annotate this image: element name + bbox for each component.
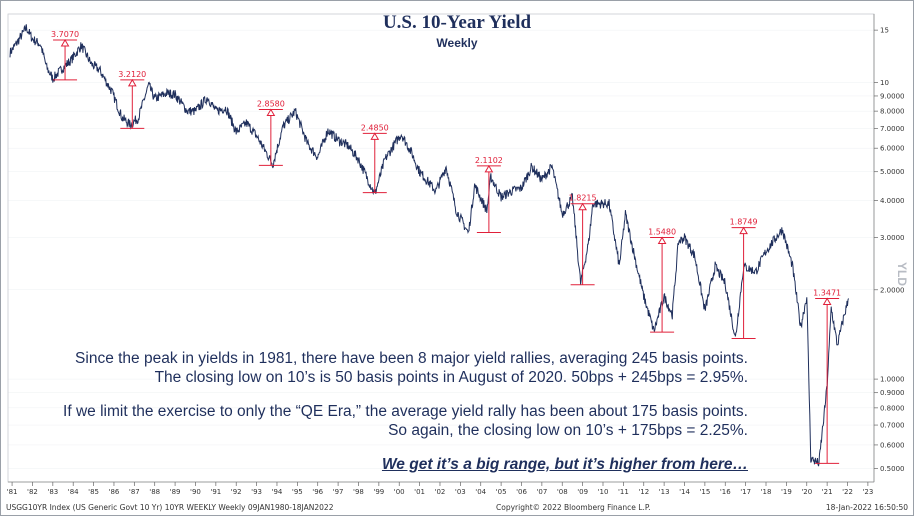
y-tick-label: 10	[880, 79, 889, 87]
y-tick-label: 8.0000	[880, 108, 905, 116]
x-tick-label: '22	[842, 488, 853, 496]
x-tick-label: '14	[679, 488, 690, 496]
x-tick-label: '95	[292, 488, 303, 496]
y-tick-label: 0.7000	[880, 422, 905, 430]
x-tick-label: '86	[109, 488, 120, 496]
rally-arrow-icon	[60, 38, 70, 47]
conclusion-line: We get it’s a big range, but it’s higher…	[381, 456, 748, 473]
x-tick-label: '03	[455, 488, 466, 496]
gridlines	[8, 29, 874, 469]
footer-copyright: Copyright© 2022 Bloomberg Finance L.P.	[496, 503, 651, 512]
x-tick-label: '00	[394, 488, 405, 496]
y-tick-label: 1.0000	[880, 376, 905, 384]
axes: 15 10 9.0000 8.0000 7.0000 6.0000 5.0000 4.0000…	[7, 13, 905, 496]
chart-subtitle: Weekly	[436, 36, 478, 50]
x-tick-label: '06	[516, 488, 527, 496]
rally-arrow-icon	[657, 236, 667, 245]
x-tick-label: '11	[618, 488, 629, 496]
x-tick-label: '04	[475, 488, 486, 496]
x-tick-label: '07	[536, 488, 547, 496]
y-tick-label: 7.0000	[880, 125, 905, 133]
rally-label: 1.5480	[648, 228, 676, 237]
x-tick-label: '09	[577, 488, 588, 496]
x-tick-label: '05	[496, 488, 507, 496]
x-tick-label: '81	[7, 488, 18, 496]
x-tick-label: '23	[862, 488, 873, 496]
x-tick-label: '20	[801, 488, 812, 496]
x-tick-label: '88	[149, 488, 160, 496]
x-tick-label: '15	[699, 488, 710, 496]
x-tick-label: '93	[251, 488, 262, 496]
x-tick-label: '17	[740, 488, 751, 496]
rally-label: 2.1102	[475, 156, 503, 165]
x-tick-label: '84	[68, 488, 79, 496]
footer-timestamp: 18-Jan-2022 16:50:50	[825, 503, 908, 512]
rally-arrow-icon	[822, 297, 832, 305]
y-tick-label: 0.8000	[880, 404, 905, 412]
y-tick-label: 3.0000	[880, 234, 905, 242]
x-tick-label: '10	[598, 488, 609, 496]
x-tick-label: '92	[231, 488, 242, 496]
x-tick-label: '89	[170, 488, 181, 496]
rally-annotations: 3.7070 3.2120 2.8580 2.4850 2.1102 1.8215 1.54…	[51, 30, 841, 464]
rally-arrow-icon	[739, 226, 748, 235]
note-line-2: The closing low on 10’s is 50 basis poin…	[154, 369, 748, 386]
rally-arrow-icon	[578, 202, 587, 211]
y-tick-label: 0.9000	[880, 389, 905, 397]
chart-title: U.S. 10-Year Yield	[382, 12, 532, 33]
rally-arrow-icon	[484, 164, 494, 173]
x-tick-label: '16	[720, 488, 731, 496]
y-tick-label: 2.0000	[880, 286, 905, 294]
x-tick-label: '12	[638, 488, 649, 496]
yield-series	[9, 24, 849, 467]
x-tick-label: '18	[761, 488, 772, 496]
x-tick-label: '13	[659, 488, 670, 496]
x-tick-label: '87	[129, 488, 140, 496]
y-tick-label: 5.0000	[880, 168, 905, 176]
x-tick-label: '99	[373, 488, 384, 496]
footer-source: USGG10YR Index (US Generic Govt 10 Yr) 1…	[6, 503, 334, 512]
x-tick-label: '85	[88, 488, 99, 496]
rally-arrow-icon	[266, 108, 276, 117]
x-tick-label: '83	[47, 488, 58, 496]
rally-label: 1.3471	[813, 288, 841, 297]
y-tick-label: 0.6000	[880, 441, 905, 449]
x-tick-label: '98	[353, 488, 364, 496]
yield-line	[9, 24, 849, 467]
x-tick-label: '02	[435, 488, 446, 496]
yld-side-label: YLD	[895, 262, 909, 286]
x-tick-label: '21	[822, 488, 833, 496]
y-tick-label: 15	[880, 27, 889, 35]
rally-label: 2.8580	[257, 100, 285, 109]
note-line-3: If we limit the exercise to only the “QE…	[63, 403, 748, 420]
note-line-4: So again, the closing low on 10’s + 175b…	[388, 422, 748, 439]
x-tick-label: '01	[414, 488, 425, 496]
rally-label: 1.8749	[730, 218, 758, 227]
rally-label: 3.2120	[118, 70, 146, 79]
rally-arrow-icon	[127, 78, 137, 87]
x-tick-label: '90	[190, 488, 201, 496]
x-tick-label: '94	[272, 488, 283, 496]
x-tick-label: '91	[210, 488, 221, 496]
y-tick-label: 6.0000	[880, 145, 905, 153]
x-tick-label: '97	[333, 488, 344, 496]
rally-arrow-icon	[370, 132, 380, 140]
y-tick-label: 0.5000	[880, 465, 905, 473]
note-line-1: Since the peak in yields in 1981, there …	[75, 350, 748, 367]
x-tick-label: '82	[27, 488, 38, 496]
rally-label: 3.7070	[51, 30, 79, 39]
y-tick-label: 9.0000	[880, 92, 905, 100]
x-tick-label: '96	[312, 488, 323, 496]
x-tick-label: '08	[557, 488, 568, 496]
rally-label: 1.8215	[569, 194, 597, 203]
rally-label: 2.4850	[361, 123, 389, 132]
x-tick-label: '19	[781, 488, 792, 496]
y-tick-label: 4.0000	[880, 197, 905, 205]
